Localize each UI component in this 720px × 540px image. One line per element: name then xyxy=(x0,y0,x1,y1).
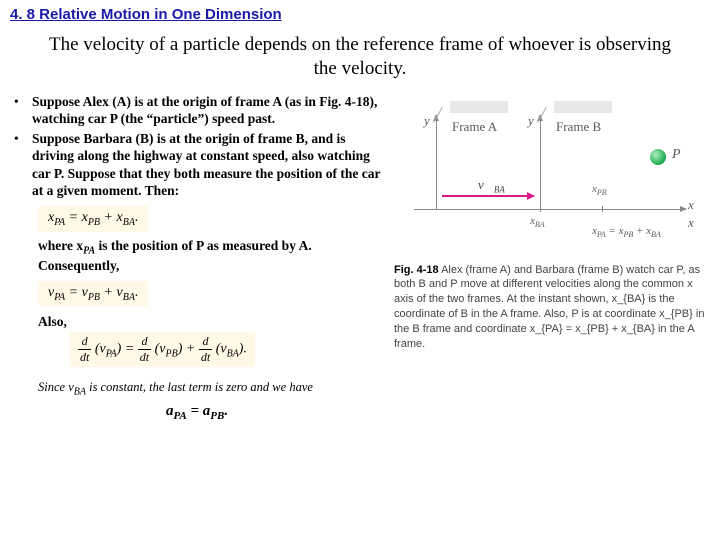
x-axis xyxy=(414,209,686,210)
eq2-box: vPA = vPB + vBA. xyxy=(38,281,148,307)
since-a: Since v xyxy=(38,380,74,394)
particle-label: P xyxy=(672,147,681,163)
para-after-eq1: where xPA is the position of P as measur… xyxy=(38,238,384,275)
deriv-box: ddt (vPA) = ddt (vPB) + ddt (vBA). xyxy=(70,332,255,367)
since-b: is constant, the last term is zero and w… xyxy=(86,380,313,394)
bullet-dot: • xyxy=(10,93,32,128)
derivative-equation: ddt (vPA) = ddt (vPB) + ddt (vBA). xyxy=(70,332,384,367)
frame-a-label: Frame A xyxy=(452,119,497,135)
tick-xpb xyxy=(602,206,603,212)
caption-rest: Alex (frame A) and Barbara (frame B) wat… xyxy=(394,264,704,350)
y-axis-a xyxy=(436,115,437,209)
gray-block xyxy=(450,101,508,113)
figure-4-18: y y Frame A Frame B P v⃗BA xBA xPB x x x… xyxy=(394,97,694,257)
y-label-b: y xyxy=(528,113,534,129)
final-rhs-sub: PB xyxy=(210,410,224,422)
gray-block xyxy=(554,101,612,113)
velocity-vector xyxy=(442,195,534,197)
since-sub: BA xyxy=(74,387,86,398)
para-sub: PA xyxy=(83,245,95,256)
lead-sentence: The velocity of a particle depends on th… xyxy=(0,27,720,91)
tick-xba-label: xBA xyxy=(530,215,545,229)
tick-xba xyxy=(540,206,541,212)
particle-p xyxy=(650,149,666,165)
section-heading: 4. 8 Relative Motion in One Dimension xyxy=(0,0,720,27)
xpa-eq-label: xPA = xPB + xBA xyxy=(592,225,661,239)
bullet-2: • Suppose Barbara (B) is at the origin o… xyxy=(10,130,384,200)
final-lhs-sub: PA xyxy=(173,410,186,422)
frame-b-label: Frame B xyxy=(556,119,601,135)
x-label-b: x xyxy=(688,197,694,213)
figure-caption: Fig. 4-18 Alex (frame A) and Barbara (fr… xyxy=(394,263,710,352)
final-tail: . xyxy=(224,403,228,419)
equation-2: vPA = vPB + vBA. xyxy=(38,281,384,307)
two-column-layout: • Suppose Alex (A) is at the origin of f… xyxy=(0,91,720,422)
y-axis-b xyxy=(540,115,541,209)
final-eq-sign: = xyxy=(187,403,203,419)
bullet-1: • Suppose Alex (A) is at the origin of f… xyxy=(10,93,384,128)
vba-label: v⃗BA xyxy=(478,177,505,195)
eq1-box: xPA = xPB + xBA. xyxy=(38,206,148,232)
caption-bold: Fig. 4-18 xyxy=(394,264,439,276)
para-a: where x xyxy=(38,238,83,253)
final-equation: aPA = aPB. xyxy=(10,403,384,422)
left-column: • Suppose Alex (A) is at the origin of f… xyxy=(10,93,390,422)
since-sentence: Since vBA is constant, the last term is … xyxy=(38,379,368,399)
y-label-a: y xyxy=(424,113,430,129)
bullet-dot: • xyxy=(10,130,32,200)
bullet-2-text: Suppose Barbara (B) is at the origin of … xyxy=(32,130,384,200)
x-label-a: x xyxy=(688,215,694,231)
equation-1: xPA = xPB + xBA. xyxy=(38,206,384,232)
bullet-1-text: Suppose Alex (A) is at the origin of fra… xyxy=(32,93,384,128)
tick-xpb-label: xPB xyxy=(592,183,607,197)
right-column: y y Frame A Frame B P v⃗BA xBA xPB x x x… xyxy=(390,93,710,422)
also-label: Also, xyxy=(38,314,384,330)
